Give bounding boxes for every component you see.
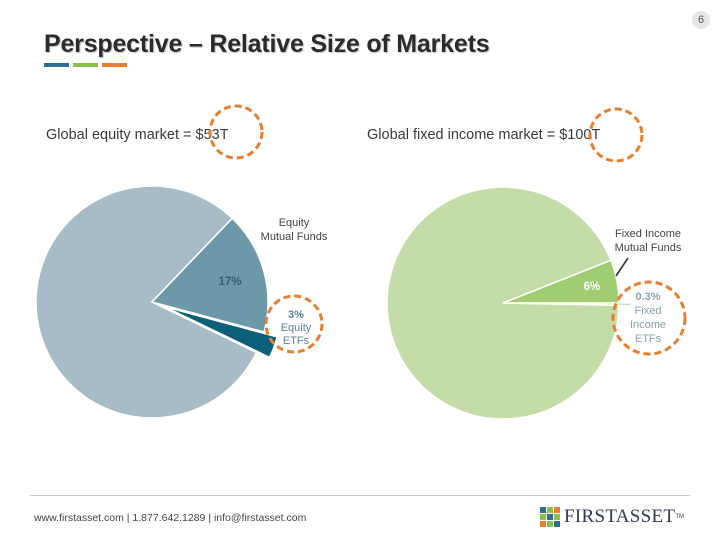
highlight-circle-1-0: [588, 107, 644, 163]
fixed-income-pie-chart: 6% Fixed Income Mutual Funds 0.3% Fixed Incom…: [386, 186, 682, 420]
callout-0-1-line-2: ETFs: [283, 335, 310, 347]
callout-1-0-line-0: Fixed Income: [615, 228, 681, 240]
callout-1-0-line-1: Mutual Funds: [615, 242, 682, 254]
logo-square: [547, 514, 554, 520]
title-bar-orange: [102, 63, 127, 67]
callout-0-1-line-0: 3%: [288, 309, 304, 321]
fixed-income-leader-line: [615, 257, 629, 277]
logo-trademark: TM: [675, 514, 684, 520]
highlight-circle-0-0: [208, 104, 264, 160]
logo-text: FIRSTASSET: [564, 506, 676, 527]
highlight-circle-0-1: [264, 294, 324, 354]
logo-square: [540, 507, 547, 513]
pie-slice-0-2: [164, 306, 279, 359]
slide-number: 6: [692, 11, 710, 29]
logo-square: [547, 521, 554, 527]
pie-slice-1-2: [514, 302, 632, 307]
callout-1-1-line-1: Fixed: [635, 305, 662, 317]
page-title: Perspective – Relative Size of Markets: [44, 30, 490, 58]
footer-divider: [30, 495, 690, 496]
logo-square: [554, 521, 561, 527]
highlight-circle-1-1: [611, 280, 687, 356]
equity-market-label: Global equity market = $53T: [46, 127, 229, 143]
callout-0-0-line-0: Equity: [279, 217, 310, 229]
pie-data-label-0-1: 17%: [218, 276, 241, 288]
pie-slice-0-0: [35, 185, 258, 419]
callout-1-1-line-2: Income: [630, 319, 666, 331]
chart-overlay: [208, 104, 687, 356]
logo-mark: [540, 507, 561, 527]
title-bar-blue: [44, 63, 69, 67]
logo-square: [547, 507, 554, 513]
logo-square: [554, 514, 561, 520]
footer-contact: www.firstasset.com | 1.877.642.1289 | in…: [34, 512, 307, 524]
logo-square: [540, 521, 547, 527]
fixed-income-market-label: Global fixed income market = $100T: [367, 127, 601, 143]
callout-1-1-line-3: ETFs: [635, 333, 662, 345]
pie-data-label-1-1: 6%: [584, 281, 601, 293]
title-bar-green: [73, 63, 98, 67]
firstasset-logo: FIRSTASSET TM: [540, 506, 684, 528]
logo-square: [540, 514, 547, 520]
callout-1-1-line-0: 0.3%: [635, 291, 660, 303]
logo-square: [554, 507, 561, 513]
callout-0-0-line-1: Mutual Funds: [261, 231, 328, 243]
callout-0-1-line-1: Equity: [281, 322, 312, 334]
